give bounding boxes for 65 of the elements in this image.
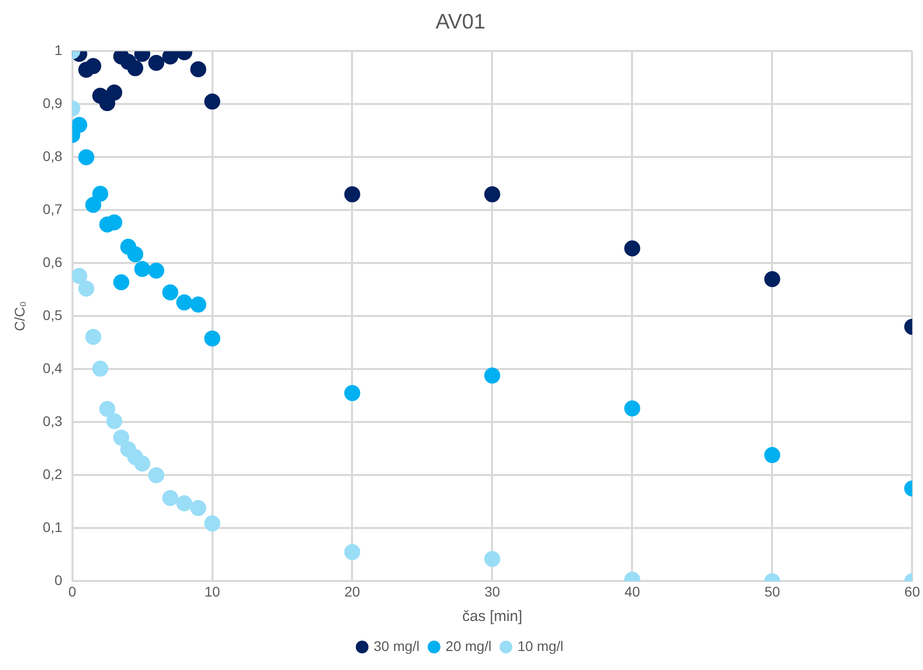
- point: [85, 58, 102, 74]
- y-tick-label: 0,7: [42, 201, 62, 218]
- y-tick-label: 1: [54, 42, 62, 58]
- legend-label: 10 mg/l: [517, 638, 564, 654]
- x-tick-label: 30: [484, 583, 500, 600]
- x-tick-label: 40: [624, 583, 640, 600]
- point: [162, 490, 178, 506]
- point: [148, 262, 164, 279]
- point: [484, 368, 500, 384]
- point: [344, 385, 360, 402]
- point: [134, 456, 150, 472]
- point: [92, 186, 108, 202]
- point: [106, 84, 122, 101]
- y-tick-label: 0,2: [42, 466, 62, 482]
- point: [162, 284, 178, 300]
- point: [127, 60, 144, 76]
- x-tick-label: 60: [904, 583, 920, 600]
- x-tick-label: 50: [764, 583, 780, 600]
- point: [484, 550, 500, 567]
- y-tick-label: 0,4: [42, 360, 62, 376]
- point: [148, 54, 164, 71]
- chart-title: AV01: [436, 10, 486, 34]
- point: [106, 413, 122, 430]
- y-tick-label: 0: [54, 572, 62, 588]
- point: [624, 240, 640, 256]
- point: [484, 186, 500, 202]
- y-tick-label: 0,6: [42, 254, 62, 270]
- point: [148, 467, 164, 484]
- point: [190, 500, 206, 516]
- point: [344, 544, 360, 560]
- point: [134, 261, 150, 278]
- point: [72, 268, 88, 284]
- y-axis-title: C/C₀: [11, 301, 28, 332]
- point: [72, 116, 88, 133]
- point: [204, 515, 220, 532]
- y-tick-label: 0,5: [42, 307, 62, 324]
- x-tick-label: 10: [204, 583, 220, 600]
- legend-label: 30 mg/l: [374, 638, 420, 654]
- point: [99, 400, 116, 417]
- point: [190, 61, 206, 78]
- point: [78, 149, 94, 166]
- y-tick-label: 0,1: [42, 519, 62, 536]
- point: [113, 274, 130, 290]
- point: [764, 447, 780, 464]
- y-tick-label: 0,9: [42, 95, 62, 112]
- point: [85, 196, 102, 213]
- point: [204, 330, 220, 346]
- point: [344, 186, 360, 202]
- point: [92, 360, 108, 377]
- point: [127, 246, 144, 262]
- point: [176, 294, 192, 310]
- point: [204, 94, 220, 110]
- point: [190, 296, 206, 313]
- point: [764, 271, 780, 288]
- x-tick-label: 20: [344, 583, 360, 600]
- point: [176, 495, 192, 512]
- y-tick-label: 0,3: [42, 413, 62, 430]
- point: [85, 328, 102, 345]
- legend-label: 20 mg/l: [446, 638, 492, 654]
- point: [624, 400, 640, 416]
- x-tick-label: 0: [68, 583, 76, 600]
- point: [113, 430, 130, 446]
- x-axis-title: čas [min]: [462, 608, 522, 626]
- point: [78, 280, 94, 297]
- y-tick-label: 0,8: [42, 148, 62, 164]
